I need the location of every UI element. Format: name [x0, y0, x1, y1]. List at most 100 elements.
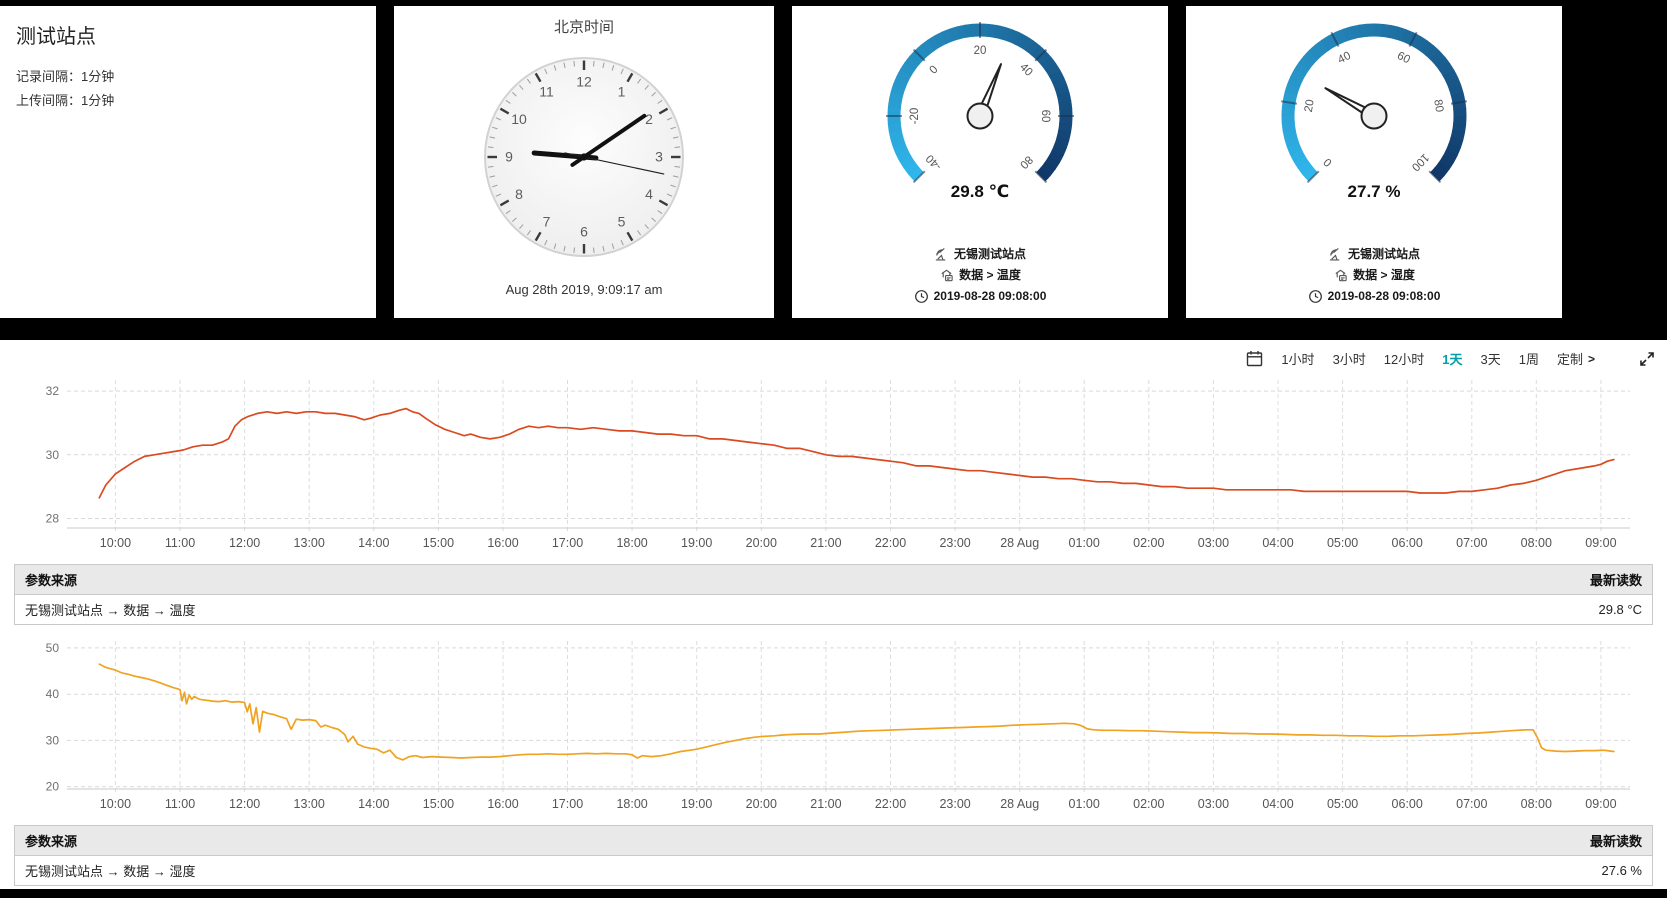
temperature-source-table: 参数来源 最新读数 无锡测试站点 → 数据 → 温度 29.8 °C	[14, 564, 1653, 625]
svg-text:23:00: 23:00	[939, 536, 970, 550]
svg-text:80: 80	[1431, 99, 1445, 114]
svg-text:12: 12	[576, 74, 592, 90]
humidity-chart[interactable]: 20 30 40 50 10:00 11:00 12:00 13:00 14:00 15:00 16…	[13, 631, 1654, 819]
svg-text:04:00: 04:00	[1262, 797, 1293, 811]
svg-text:14:00: 14:00	[358, 797, 389, 811]
svg-text:-40: -40	[924, 152, 944, 172]
svg-text:7: 7	[543, 214, 551, 230]
range-option-1周[interactable]: 1周	[1518, 352, 1539, 367]
station-icon	[1329, 247, 1340, 261]
humidity-gauge: 0 20 40 60 80 100	[1281, 23, 1467, 184]
temperature-chart[interactable]: 28 30 32 10:00 11:00 12:00 13:00 14:00 15:00 16:0…	[13, 370, 1654, 558]
svg-text:03:00: 03:00	[1198, 797, 1229, 811]
svg-text:20: 20	[46, 780, 60, 794]
sensor-icon	[1335, 269, 1347, 282]
sensor-icon	[941, 269, 953, 282]
svg-text:19:00: 19:00	[681, 797, 712, 811]
column-header-source: 参数来源	[25, 834, 78, 849]
reading-timestamp: 2019-08-28 09:08:00	[933, 289, 1047, 303]
parameter-path: 数据 > 温度	[959, 268, 1021, 282]
latest-reading-value: 29.8 °C	[1598, 602, 1642, 617]
svg-text:11:00: 11:00	[165, 536, 195, 550]
svg-text:21:00: 21:00	[810, 536, 841, 550]
site-info-panel: 测试站点 记录间隔：1分钟 上传间隔：1分钟	[0, 6, 376, 318]
time-range-selector: 1小时 3小时 12小时 1天 3天 1周 定制 >	[0, 340, 1667, 370]
svg-text:02:00: 02:00	[1133, 797, 1164, 811]
chevron-right-icon: >	[1587, 351, 1595, 366]
svg-text:20:00: 20:00	[746, 536, 777, 550]
site-title: 测试站点	[16, 26, 96, 48]
clock-icon	[1308, 290, 1322, 303]
svg-text:60: 60	[1395, 50, 1412, 67]
svg-text:28 Aug: 28 Aug	[1000, 797, 1039, 811]
svg-text:01:00: 01:00	[1069, 536, 1100, 550]
temperature-gauge-value: 29.8 ℃	[950, 182, 1010, 201]
svg-text:10: 10	[511, 111, 527, 127]
svg-text:05:00: 05:00	[1327, 536, 1358, 550]
bottom-strip	[0, 889, 1667, 898]
svg-text:12:00: 12:00	[229, 536, 260, 550]
svg-text:20: 20	[974, 45, 987, 57]
svg-text:30: 30	[46, 733, 60, 747]
svg-text:11:00: 11:00	[165, 797, 195, 811]
svg-text:40: 40	[46, 687, 60, 701]
custom-range-button[interactable]: 定制 >	[1557, 349, 1595, 368]
parameter-path: 数据 > 湿度	[1353, 268, 1415, 282]
parameter-source-path: 无锡测试站点 → 数据 → 温度	[25, 603, 196, 618]
svg-text:0: 0	[1322, 155, 1335, 168]
svg-text:22:00: 22:00	[875, 797, 906, 811]
svg-text:23:00: 23:00	[939, 797, 970, 811]
svg-text:2: 2	[645, 111, 653, 127]
svg-text:08:00: 08:00	[1521, 797, 1552, 811]
svg-text:16:00: 16:00	[487, 536, 518, 550]
svg-text:19:00: 19:00	[681, 536, 712, 550]
svg-text:1: 1	[618, 84, 626, 100]
station-name: 无锡测试站点	[1347, 247, 1420, 261]
svg-text:40: 40	[1336, 50, 1353, 67]
svg-text:12:00: 12:00	[229, 797, 260, 811]
station-name: 无锡测试站点	[953, 247, 1026, 261]
fullscreen-icon[interactable]	[1639, 351, 1655, 367]
humidity-gauge-value: 27.7 %	[1347, 182, 1401, 201]
range-option-3天[interactable]: 3天	[1480, 352, 1501, 367]
svg-text:18:00: 18:00	[616, 536, 647, 550]
custom-range-label: 定制	[1556, 352, 1583, 367]
table-row: 无锡测试站点 → 数据 → 湿度 27.6 %	[15, 856, 1652, 885]
svg-text:0: 0	[928, 64, 941, 77]
svg-text:30: 30	[46, 448, 60, 462]
calendar-icon[interactable]	[1246, 350, 1263, 367]
svg-text:50: 50	[46, 641, 60, 655]
parameter-source-path: 无锡测试站点 → 数据 → 湿度	[25, 864, 196, 879]
svg-text:01:00: 01:00	[1069, 797, 1100, 811]
svg-text:28: 28	[46, 512, 60, 526]
station-icon	[935, 247, 946, 261]
clock-title: 北京时间	[553, 19, 614, 36]
temperature-gauge-panel: -40 -20 0 20 40 60 80 29.8 ℃ 无锡测试站点 数据 > 温度 20…	[792, 6, 1168, 318]
svg-text:4: 4	[645, 186, 653, 202]
svg-text:13:00: 13:00	[294, 797, 325, 811]
svg-text:100: 100	[1409, 151, 1431, 173]
record-interval-line: 记录间隔：1分钟	[16, 69, 115, 84]
svg-text:3: 3	[655, 149, 663, 165]
top-strip-filler	[1562, 6, 1667, 318]
column-header-latest-reading: 最新读数	[1589, 834, 1642, 849]
latest-reading-value: 27.6 %	[1601, 863, 1642, 878]
svg-text:02:00: 02:00	[1133, 536, 1164, 550]
svg-text:13:00: 13:00	[294, 536, 325, 550]
clock-datetime: Aug 28th 2019, 9:09:17 am	[505, 282, 663, 297]
svg-text:15:00: 15:00	[423, 536, 454, 550]
range-option-12小时[interactable]: 12小时	[1383, 352, 1425, 367]
svg-text:04:00: 04:00	[1262, 536, 1293, 550]
svg-text:60: 60	[1039, 110, 1051, 123]
svg-text:11: 11	[539, 84, 554, 100]
range-option-1天[interactable]: 1天	[1442, 352, 1463, 367]
reading-timestamp: 2019-08-28 09:08:00	[1327, 289, 1441, 303]
clock-icon	[914, 290, 928, 303]
svg-text:5: 5	[618, 214, 626, 230]
range-option-3小时[interactable]: 3小时	[1332, 352, 1366, 367]
svg-text:08:00: 08:00	[1521, 536, 1552, 550]
range-option-1小时[interactable]: 1小时	[1281, 352, 1315, 367]
svg-text:07:00: 07:00	[1456, 536, 1487, 550]
humidity-gauge-panel: 0 20 40 60 80 100 27.7 % 无锡测试站点 数据 > 湿度 2019-…	[1186, 6, 1562, 318]
